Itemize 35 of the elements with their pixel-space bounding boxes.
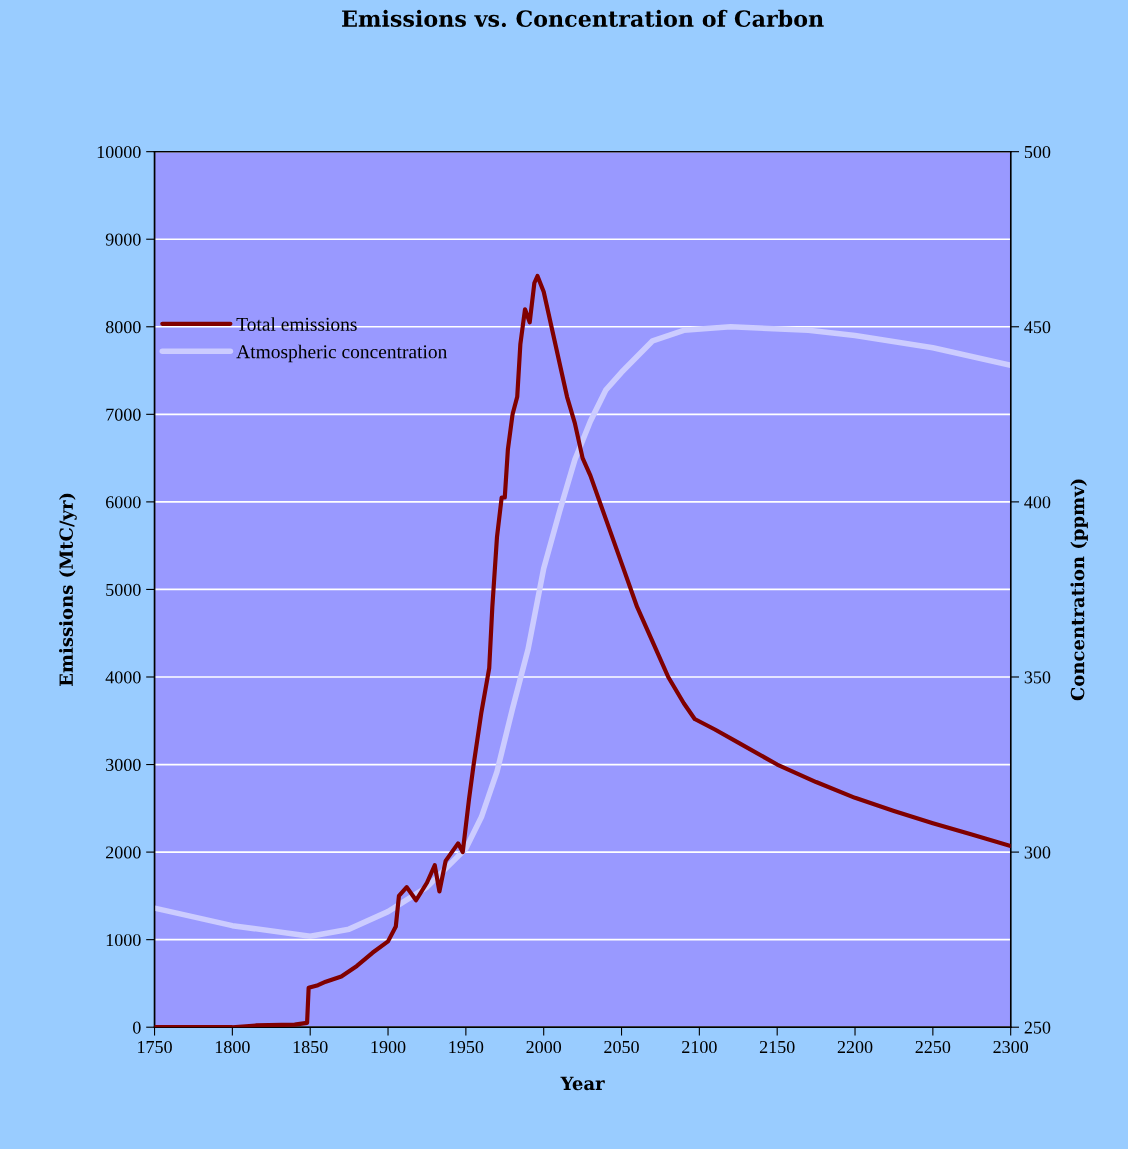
y2-axis-title: Concentration (ppmv) (1070, 479, 1088, 701)
y-tick-label: 8000 (105, 321, 141, 334)
x-tick-label: 2300 (993, 1040, 1029, 1054)
x-axis-title: Year (560, 1076, 605, 1091)
y-tick-label: 0 (133, 1021, 141, 1034)
legend-label: Atmospheric concentration (236, 344, 448, 363)
y2-tick-label: 300 (1024, 846, 1051, 859)
y2-tick-label: 450 (1024, 321, 1051, 334)
y-tick-label: 7000 (106, 408, 141, 421)
y-tick-label: 10000 (97, 145, 141, 159)
y2-tick-label: 500 (1024, 145, 1051, 159)
y-tick-label: 4000 (105, 671, 141, 684)
x-tick-label: 2100 (682, 1040, 717, 1054)
y-tick-label: 5000 (106, 583, 141, 596)
x-tick-label: 1800 (215, 1040, 250, 1054)
y-axis-title: Emissions (MtC/yr) (59, 493, 77, 687)
y-tick-label: 6000 (106, 496, 141, 509)
x-tick-label: 2000 (526, 1040, 562, 1054)
x-tick-label: 1850 (293, 1040, 328, 1054)
y-tick-label: 3000 (106, 758, 141, 771)
x-tick-label: 2200 (837, 1040, 873, 1054)
y-tick-label: 2000 (106, 846, 141, 859)
x-tick-label: 2050 (604, 1040, 639, 1054)
y-tick-label: 9000 (105, 233, 141, 246)
y2-tick-label: 250 (1024, 1021, 1051, 1034)
y-tick-label: 1000 (106, 933, 141, 947)
x-tick-label: 1750 (138, 1040, 172, 1054)
legend-label: Total emissions (236, 317, 357, 331)
y2-tick-label: 400 (1024, 496, 1051, 509)
x-tick-label: 1900 (371, 1040, 406, 1054)
chart-title: Emissions vs. Concentration of Carbon (342, 9, 824, 27)
x-tick-label: 1950 (449, 1040, 484, 1054)
x-tick-label: 2250 (915, 1040, 951, 1054)
y2-tick-label: 350 (1024, 671, 1051, 684)
x-tick-label: 2150 (759, 1040, 795, 1054)
